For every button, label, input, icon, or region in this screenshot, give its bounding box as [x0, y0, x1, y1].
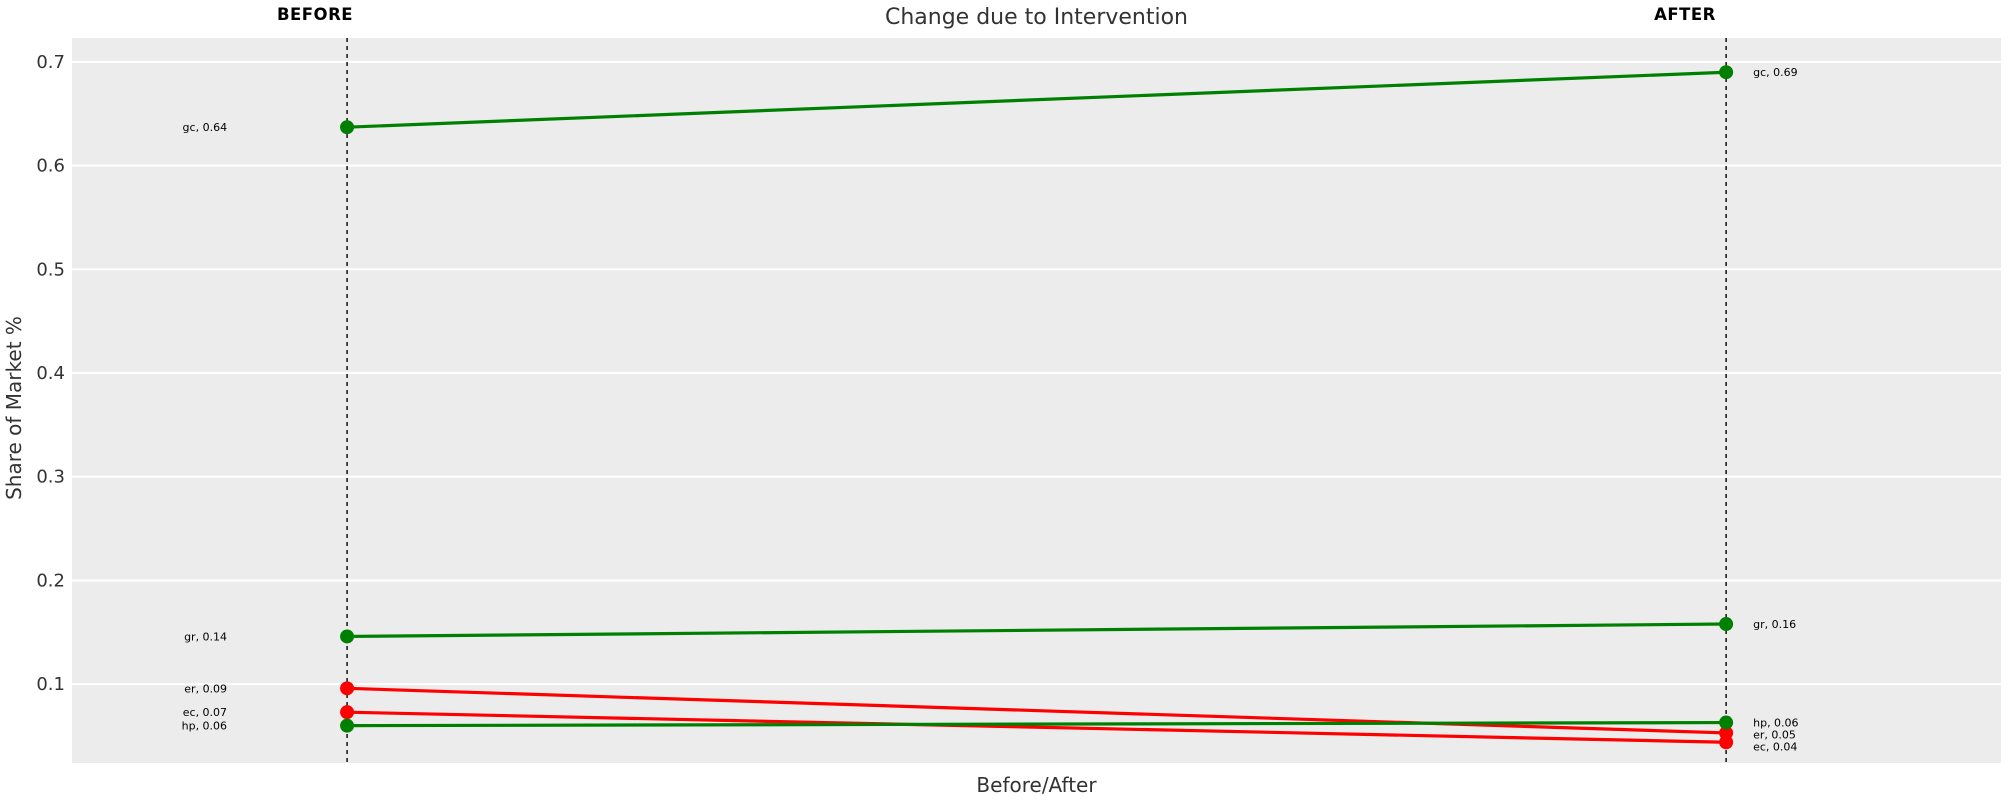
point-ec-after [1719, 735, 1734, 750]
label-gc-before: gc, 0.64 [183, 121, 228, 134]
after-column-header: AFTER [1654, 5, 1716, 24]
point-gr-before [340, 629, 355, 644]
slope-line-gc [347, 70, 1727, 129]
chart-title: Change due to Intervention [884, 5, 1188, 30]
point-gr-after [1719, 617, 1734, 632]
label-hp-before: hp, 0.06 [182, 720, 227, 733]
slope-line-hp [347, 720, 1727, 728]
point-gc-before [340, 120, 355, 135]
y-tick-label: 0.2 [36, 570, 65, 591]
y-tick-label: 0.6 [36, 156, 65, 177]
label-ec-before: ec, 0.07 [183, 706, 227, 719]
point-hp-before [340, 718, 355, 733]
label-ec-after: ec, 0.04 [1753, 741, 1797, 754]
label-gr-after: gr, 0.16 [1753, 618, 1796, 631]
point-gc-after [1719, 65, 1734, 80]
y-tick-label: 0.7 [36, 52, 65, 73]
slope-line-er [347, 686, 1727, 735]
point-ec-before [340, 705, 355, 720]
point-hp-after [1719, 715, 1734, 730]
label-gc-after: gc, 0.69 [1753, 66, 1798, 79]
label-hp-after: hp, 0.06 [1753, 717, 1798, 730]
y-tick-label: 0.5 [36, 259, 65, 280]
label-er-before: er, 0.09 [184, 682, 227, 695]
y-axis-label: Share of Market % [2, 316, 26, 500]
label-er-after: er, 0.05 [1753, 729, 1796, 742]
y-tick-label: 0.3 [36, 467, 65, 488]
point-er-before [340, 681, 355, 696]
plot-area [72, 38, 2001, 763]
before-column-header: BEFORE [276, 5, 354, 24]
x-axis-label: Before/After [976, 773, 1097, 797]
slope-line-ec [347, 710, 1727, 744]
y-tick-label: 0.4 [36, 363, 65, 384]
slope-line-gr [347, 622, 1727, 639]
label-gr-before: gr, 0.14 [184, 630, 227, 643]
y-tick-label: 0.1 [36, 674, 65, 695]
